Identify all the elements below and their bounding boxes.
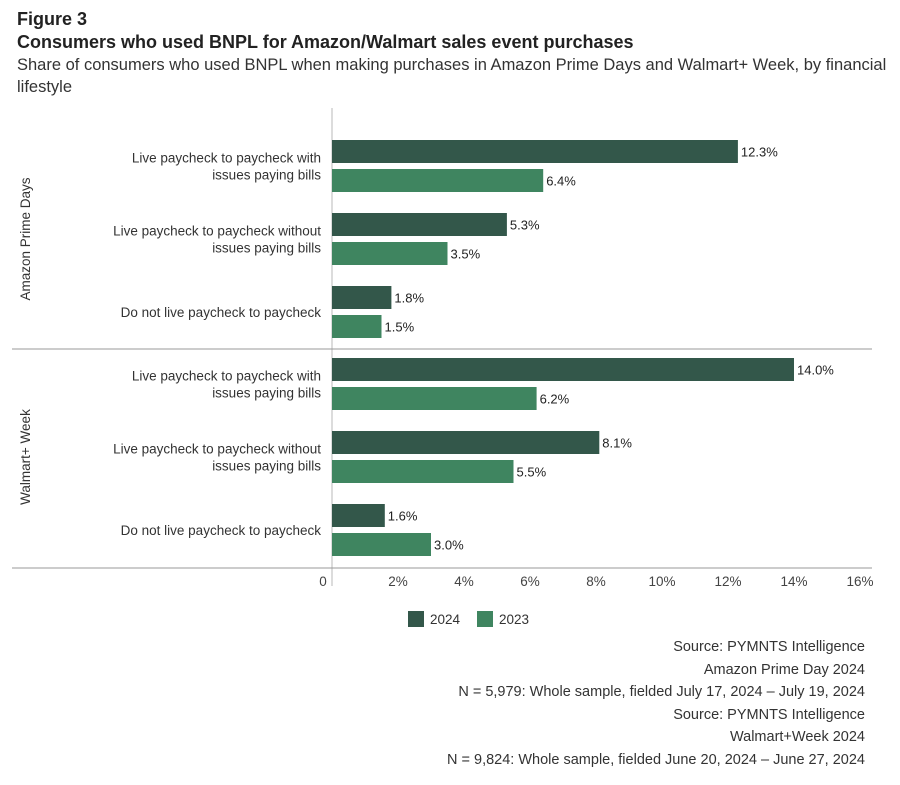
group-label: Walmart+ Week [18, 409, 33, 505]
x-tick-label: 8% [586, 574, 606, 589]
bar-2023 [332, 460, 514, 483]
bar-2023 [332, 169, 544, 192]
data-label: 5.5% [517, 465, 547, 480]
source-line: Source: PYMNTS Intelligence [673, 706, 865, 723]
data-label: 3.0% [434, 538, 464, 553]
x-tick-label: 4% [454, 574, 474, 589]
category-label: Live paycheck to paycheck with [132, 369, 321, 384]
x-tick-label: 16% [846, 574, 873, 589]
category-label: issues paying bills [212, 459, 321, 474]
bar-2024 [332, 358, 794, 381]
data-label: 12.3% [741, 145, 778, 160]
bar-2024 [332, 140, 738, 163]
legend-label: 2023 [499, 612, 529, 627]
source-line: N = 5,979: Whole sample, fielded July 17… [458, 684, 865, 700]
bar-chart: Amazon Prime Days Live paycheck to payche… [12, 108, 874, 627]
chart-subtitle: Share of consumers who used BNPL when ma… [17, 56, 887, 96]
legend-swatch-2023 [477, 611, 493, 627]
bar-2024 [332, 431, 600, 454]
source-line: Walmart+Week 2024 [730, 729, 865, 745]
x-tick-label: 2% [388, 574, 408, 589]
category-label: issues paying bills [212, 386, 321, 401]
data-label: 8.1% [602, 436, 632, 451]
bar-2024 [332, 286, 392, 309]
bar-2024 [332, 504, 385, 527]
data-label: 1.5% [385, 320, 415, 335]
category-label: Do not live paycheck to paycheck [121, 523, 322, 538]
source-line: Amazon Prime Day 2024 [703, 661, 865, 678]
data-label: 14.0% [797, 363, 834, 378]
chart-header: Figure 3 Consumers who used BNPL for Ama… [17, 8, 887, 98]
data-label: 3.5% [451, 247, 481, 262]
bar-2023 [332, 533, 431, 556]
chart-title: Consumers who used BNPL for Amazon/Walma… [17, 32, 634, 52]
source-line: Source: PYMNTS Intelligence [673, 639, 865, 655]
bar-2023 [332, 242, 448, 265]
data-label: 5.3% [510, 218, 540, 233]
figure-label: Figure 3 [17, 9, 88, 29]
x-tick-label: 14% [780, 574, 807, 589]
category-label: Do not live paycheck to paycheck [121, 305, 322, 320]
bar-2024 [332, 213, 507, 236]
category-label: Live paycheck to paycheck without [113, 224, 321, 239]
bar-2023 [332, 387, 537, 410]
category-label: Live paycheck to paycheck with [132, 151, 321, 166]
legend-swatch-2024 [408, 611, 424, 627]
legend-label: 2024 [430, 612, 461, 627]
data-label: 6.2% [540, 392, 570, 407]
category-label: Live paycheck to paycheck without [113, 442, 321, 457]
data-label: 6.4% [546, 174, 576, 189]
category-label: issues paying bills [212, 168, 321, 183]
x-tick-label: 0 [319, 574, 327, 589]
x-tick-label: 6% [520, 574, 540, 589]
source-notes: Source: PYMNTS Intelligence Amazon Prime… [447, 636, 865, 771]
data-label: 1.8% [394, 291, 424, 306]
group-label: Amazon Prime Days [18, 177, 33, 300]
data-label: 1.6% [388, 509, 418, 524]
source-line: N = 9,824: Whole sample, fielded June 20… [447, 751, 865, 768]
category-label: issues paying bills [212, 241, 321, 256]
bar-2023 [332, 315, 382, 338]
x-tick-label: 12% [714, 574, 741, 589]
x-tick-label: 10% [648, 574, 675, 589]
